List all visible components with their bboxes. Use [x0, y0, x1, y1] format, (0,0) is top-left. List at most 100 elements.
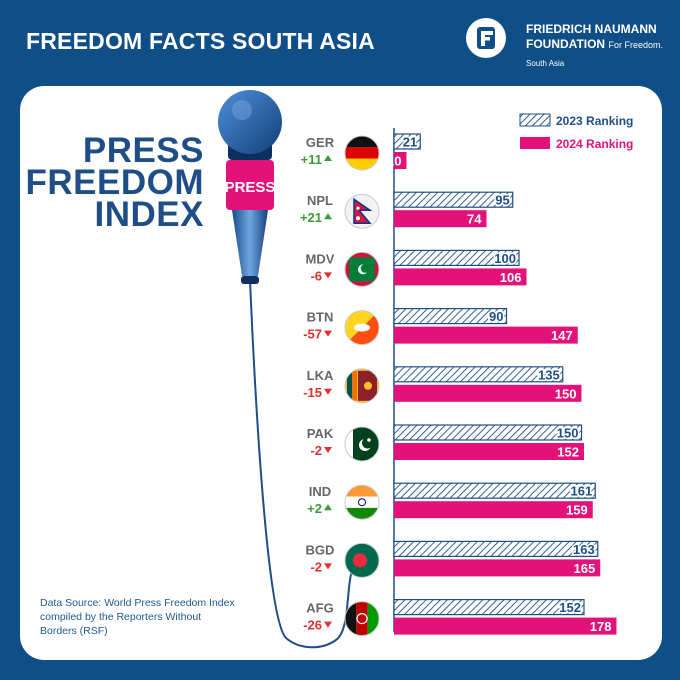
country-code-label: GER	[306, 135, 335, 150]
bar-value-2023: 150	[557, 426, 579, 441]
country-code-label: PAK	[307, 426, 334, 441]
nepal-flag-icon	[344, 193, 380, 229]
country-row-npl: NPL +21 95 74	[300, 191, 514, 229]
down-arrow-icon	[324, 330, 332, 337]
logo-name-line1: FRIEDRICH NAUMANN	[526, 22, 657, 36]
bar-2023	[393, 133, 421, 150]
country-code-label: BGD	[306, 542, 335, 557]
afghanistan-flag-icon	[344, 601, 380, 637]
country-code-label: AFG	[306, 601, 333, 616]
rank-change-label: -6	[310, 268, 322, 283]
microphone-icon: PRESS	[218, 90, 353, 649]
bar-value-2024: 159	[566, 503, 588, 518]
sri-lanka-flag-icon	[344, 368, 380, 404]
bar-value-2023: 161	[571, 484, 593, 499]
bar-value-2024: 152	[557, 445, 579, 460]
up-arrow-icon	[324, 155, 332, 161]
title-line-2: FREEDOM	[25, 163, 204, 202]
logo-tagline: For Freedom.	[608, 40, 663, 50]
country-code-label: IND	[309, 484, 331, 499]
country-code-label: NPL	[307, 193, 333, 208]
down-arrow-icon	[324, 563, 332, 570]
bar-value-2024: 178	[590, 619, 612, 634]
bar-value-2023: 163	[573, 542, 595, 557]
logo-region: South Asia	[526, 59, 565, 68]
legend-label-2024: 2024 Ranking	[556, 137, 633, 151]
bar-value-2023: 135	[538, 367, 560, 382]
country-code-label: MDV	[306, 251, 335, 266]
country-row-bgd: BGD -2 163 165	[306, 540, 601, 578]
maldives-flag-icon	[344, 251, 380, 287]
bar-2024	[394, 384, 582, 402]
rank-change-label: -2	[310, 443, 322, 458]
rank-change-label: +11	[301, 152, 322, 167]
bar-2023	[393, 366, 564, 383]
bar-2024	[394, 443, 584, 460]
bar-2023	[393, 540, 599, 558]
bar-value-2024: 150	[555, 386, 577, 401]
bar-2024	[394, 617, 617, 635]
country-row-btn: BTN -57 90 147	[303, 308, 578, 346]
legend-swatch-2024	[520, 137, 550, 149]
india-flag-icon	[344, 484, 380, 520]
bar-2024	[394, 501, 593, 519]
legend-swatch-2023	[519, 113, 551, 127]
down-arrow-icon	[324, 621, 332, 628]
pakistan-flag-icon	[344, 426, 380, 462]
country-code-label: LKA	[307, 368, 334, 383]
chart-legend: 2023 Ranking 2024 Ranking	[519, 113, 633, 151]
bar-2023	[393, 308, 508, 325]
logo-name-line2: FOUNDATION For Freedom.	[526, 37, 663, 52]
title-line-1: PRESS	[82, 131, 204, 170]
bar-value-2023: 21	[403, 135, 417, 150]
country-row-mdv: MDV -6 100 106	[306, 249, 527, 287]
bhutan-flag-icon	[344, 310, 380, 346]
bangladesh-flag-icon	[344, 542, 380, 578]
title-line-3: INDEX	[94, 195, 204, 234]
up-arrow-icon	[324, 504, 332, 511]
page-title: FREEDOM FACTS SOUTH ASIA	[26, 28, 375, 54]
rank-change-label: +2	[307, 501, 322, 516]
germany-flag-icon	[344, 135, 380, 171]
bar-2023	[393, 424, 583, 441]
bar-value-2024: 74	[467, 212, 482, 227]
bar-2023	[393, 249, 520, 266]
bar-2023	[393, 598, 585, 616]
legend-label-2023: 2023 Ranking	[556, 114, 633, 128]
rank-change-label: -2	[310, 559, 322, 574]
bar-2023	[393, 191, 514, 208]
bar-value-2023: 95	[495, 193, 509, 208]
bar-2024	[394, 559, 601, 577]
bar-2024	[394, 268, 527, 286]
country-row-ind: IND +2 161 159	[307, 482, 596, 520]
down-arrow-icon	[324, 388, 332, 395]
rank-change-label: +21	[300, 210, 322, 225]
fnf-logo-icon	[466, 18, 506, 58]
bar-value-2023: 152	[559, 600, 581, 615]
bar-2024	[394, 210, 487, 228]
country-row-lka: LKA -15 135 150	[303, 366, 582, 404]
data-source-note: Data Source: World Press Freedom Index c…	[40, 597, 235, 637]
bar-value-2024: 147	[551, 328, 573, 343]
down-arrow-icon	[324, 272, 332, 279]
rank-change-label: -26	[303, 618, 322, 633]
rank-change-label: -15	[303, 385, 322, 400]
up-arrow-icon	[324, 213, 332, 220]
bar-2024	[394, 326, 578, 344]
bar-value-2024: 106	[500, 270, 522, 285]
bar-value-2024: 10	[387, 154, 401, 169]
down-arrow-icon	[324, 447, 332, 453]
country-row-pak: PAK -2 150 152	[307, 424, 584, 462]
rank-change-label: -57	[303, 327, 322, 342]
bar-value-2024: 165	[574, 561, 596, 576]
bar-value-2023: 100	[494, 251, 516, 266]
mic-press-label: PRESS	[225, 179, 276, 196]
country-row-afg: AFG -26 152 178	[303, 598, 617, 637]
logo-name-line2-text: FOUNDATION	[526, 37, 606, 51]
bar-value-2023: 90	[489, 309, 503, 324]
bar-2024	[394, 152, 407, 169]
bar-2023	[393, 482, 596, 499]
